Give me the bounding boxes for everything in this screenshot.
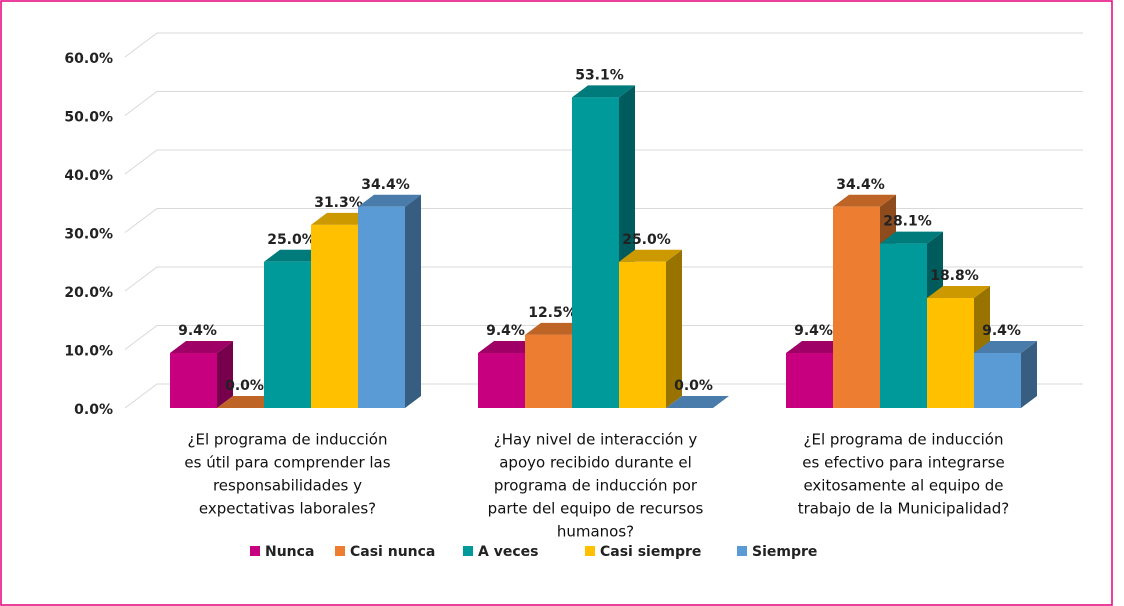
y-tick-label: 30.0%	[64, 227, 113, 243]
grid-line	[124, 266, 1083, 292]
value-label: 18.8%	[930, 268, 979, 284]
value-label: 0.0%	[225, 378, 264, 394]
bar	[358, 206, 405, 408]
x-tick-label: apoyo recibido durante el	[499, 454, 692, 472]
y-tick-label: 10.0%	[64, 344, 113, 360]
x-tick-label: expectativas laborales?	[199, 500, 376, 518]
grid-line	[124, 32, 1083, 58]
bar-side	[217, 341, 233, 408]
y-tick-label: 50.0%	[64, 110, 113, 126]
bar-top	[880, 231, 943, 244]
grid-line	[124, 383, 1083, 409]
value-label: 25.0%	[622, 232, 671, 248]
x-tick-label: es efectivo para integrarse	[802, 454, 1004, 472]
value-label: 53.1%	[575, 67, 624, 83]
bar	[311, 224, 358, 408]
legend-swatch	[463, 546, 473, 556]
grid-line	[124, 149, 1083, 175]
x-tick-label: responsabilidades y	[213, 477, 362, 495]
bar-top	[974, 341, 1037, 354]
bar-top	[170, 341, 233, 354]
grid-line	[124, 208, 1083, 233]
bar-top	[572, 85, 635, 98]
legend-label: Casi nunca	[350, 544, 435, 560]
bar	[478, 353, 525, 408]
bar	[619, 261, 666, 408]
x-tick-label: humanos?	[557, 523, 634, 541]
bar	[264, 261, 311, 408]
legend-swatch	[585, 546, 595, 556]
legend-swatch	[335, 546, 345, 556]
legend-swatch	[250, 546, 260, 556]
value-label: 34.4%	[361, 177, 410, 193]
value-label: 0.0%	[674, 378, 713, 394]
value-label: 28.1%	[883, 214, 932, 230]
bar	[833, 206, 880, 408]
legend-label: Siempre	[752, 544, 817, 560]
x-tick-label: es útil para comprender las	[184, 454, 390, 472]
legend-label: A veces	[478, 544, 538, 560]
bar	[786, 353, 833, 408]
value-label: 9.4%	[794, 323, 833, 339]
bar-side	[405, 194, 421, 408]
value-label: 31.3%	[314, 195, 363, 211]
bar-side	[1021, 341, 1037, 408]
x-tick-label: parte del equipo de recursos	[488, 500, 704, 518]
y-tick-label: 20.0%	[64, 285, 113, 301]
bar	[927, 298, 974, 408]
grid-line	[124, 325, 1083, 350]
bar-top	[927, 286, 990, 299]
bar	[880, 243, 927, 408]
bar-top	[619, 249, 682, 262]
bar	[974, 353, 1021, 408]
x-tick-label: ¿El programa de inducción	[804, 431, 1004, 449]
bar	[572, 97, 619, 409]
value-label: 25.0%	[267, 232, 316, 248]
x-tick-label: ¿El programa de inducción	[188, 431, 388, 449]
bar	[170, 353, 217, 408]
legend-label: Casi siempre	[600, 544, 701, 560]
legend-swatch	[737, 546, 747, 556]
x-tick-label: programa de inducción por	[494, 477, 698, 495]
value-label: 9.4%	[486, 323, 525, 339]
value-label: 34.4%	[836, 177, 885, 193]
x-tick-label: ¿Hay nivel de interacción y	[494, 431, 698, 449]
value-label: 9.4%	[982, 323, 1021, 339]
value-label: 12.5%	[528, 305, 577, 321]
bar-side	[666, 249, 682, 408]
x-tick-label: exitosamente al equipo de	[803, 477, 1003, 495]
y-tick-label: 60.0%	[64, 51, 113, 67]
y-tick-label: 40.0%	[64, 168, 113, 184]
bar-top	[666, 396, 729, 408]
y-tick-label: 0.0%	[74, 402, 113, 418]
bar-top	[358, 194, 421, 207]
x-tick-label: trabajo de la Municipalidad?	[798, 500, 1010, 518]
bar	[525, 334, 572, 408]
bar-top	[833, 194, 896, 207]
value-label: 9.4%	[178, 323, 217, 339]
grid-line	[124, 91, 1083, 116]
legend-label: Nunca	[265, 544, 314, 560]
